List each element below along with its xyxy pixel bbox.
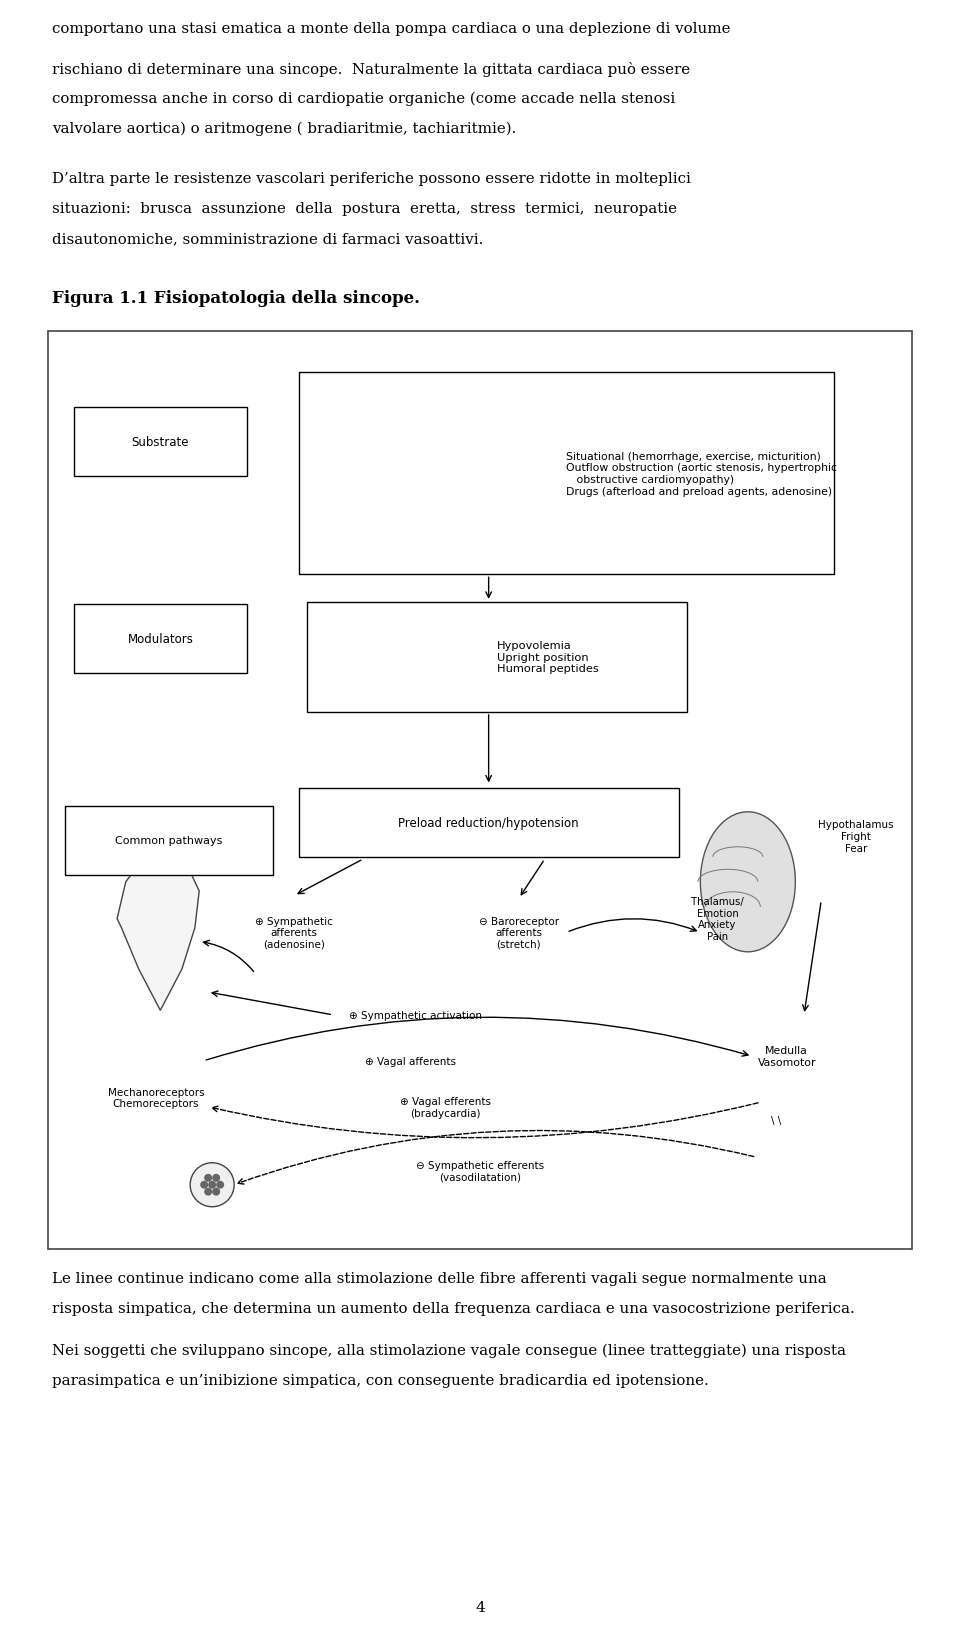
Text: Nei soggetti che sviluppano sincope, alla stimolazione vagale consegue (linee tr: Nei soggetti che sviluppano sincope, all… [52, 1343, 846, 1358]
FancyBboxPatch shape [74, 408, 247, 477]
Circle shape [190, 1164, 234, 1208]
Text: parasimpatica e un’inibizione simpatica, con conseguente bradicardia ed ipotensi: parasimpatica e un’inibizione simpatica,… [52, 1373, 708, 1387]
FancyBboxPatch shape [299, 374, 834, 574]
Text: ⊖ Sympathetic efferents
(vasodilatation): ⊖ Sympathetic efferents (vasodilatation) [416, 1160, 544, 1182]
Circle shape [204, 1173, 212, 1182]
Text: Thalamus/
Emotion
Anxiety
Pain: Thalamus/ Emotion Anxiety Pain [691, 896, 744, 942]
Circle shape [200, 1182, 208, 1190]
Text: risposta simpatica, che determina un aumento della frequenza cardiaca e una vaso: risposta simpatica, che determina un aum… [52, 1301, 854, 1315]
Text: compromessa anche in corso di cardiopatie organiche (come accade nella stenosi: compromessa anche in corso di cardiopati… [52, 91, 675, 106]
Text: comportano una stasi ematica a monte della pompa cardiaca o una deplezione di vo: comportano una stasi ematica a monte del… [52, 21, 731, 36]
Text: Hypovolemia
Upright position
Humoral peptides: Hypovolemia Upright position Humoral pep… [497, 641, 599, 674]
Text: Common pathways: Common pathways [115, 836, 223, 845]
Text: disautonomiche, somministrazione di farmaci vasoattivi.: disautonomiche, somministrazione di farm… [52, 232, 484, 246]
Text: Medulla
Vasomotor: Medulla Vasomotor [757, 1046, 816, 1067]
Text: rischiano di determinare una sincope.  Naturalmente la gittata cardiaca può esse: rischiano di determinare una sincope. Na… [52, 62, 690, 77]
FancyBboxPatch shape [74, 605, 247, 674]
Text: ⊕ Sympathetic activation: ⊕ Sympathetic activation [348, 1010, 482, 1020]
Ellipse shape [701, 813, 795, 951]
Circle shape [204, 1188, 212, 1196]
Bar [48, 331, 912, 1248]
Circle shape [212, 1188, 220, 1196]
Text: D’altra parte le resistenze vascolari periferiche possono essere ridotte in molt: D’altra parte le resistenze vascolari pe… [52, 171, 691, 186]
Text: Le linee continue indicano come alla stimolazione delle fibre afferenti vagali s: Le linee continue indicano come alla sti… [52, 1271, 827, 1286]
Circle shape [208, 1182, 216, 1190]
Text: Substrate: Substrate [132, 436, 189, 449]
Text: situazioni:  brusca  assunzione  della  postura  eretta,  stress  termici,  neur: situazioni: brusca assunzione della post… [52, 202, 677, 215]
Polygon shape [117, 855, 200, 1010]
Text: Situational (hemorrhage, exercise, micturition)
Outflow obstruction (aortic sten: Situational (hemorrhage, exercise, mictu… [566, 452, 837, 496]
Text: valvolare aortica) o aritmogene ( bradiaritmie, tachiaritmie).: valvolare aortica) o aritmogene ( bradia… [52, 122, 516, 137]
FancyBboxPatch shape [65, 806, 273, 875]
Circle shape [216, 1182, 224, 1190]
Text: Preload reduction/hypotension: Preload reduction/hypotension [398, 816, 579, 829]
Text: \ \: \ \ [771, 1116, 785, 1126]
Text: Hypothalamus
Fright
Fear: Hypothalamus Fright Fear [818, 819, 894, 854]
Circle shape [212, 1173, 220, 1182]
Text: Figura 1.1 Fisiopatologia della sincope.: Figura 1.1 Fisiopatologia della sincope. [52, 290, 420, 307]
Text: ⊕ Vagal afferents: ⊕ Vagal afferents [366, 1056, 456, 1066]
Text: ⊖ Baroreceptor
afferents
(stretch): ⊖ Baroreceptor afferents (stretch) [479, 916, 559, 950]
FancyBboxPatch shape [307, 602, 687, 713]
FancyBboxPatch shape [299, 788, 679, 857]
Text: Mechanoreceptors
Chemoreceptors: Mechanoreceptors Chemoreceptors [108, 1087, 204, 1108]
Text: Modulators: Modulators [128, 633, 193, 646]
Text: 4: 4 [475, 1599, 485, 1614]
Text: ⊕ Vagal efferents
(bradycardia): ⊕ Vagal efferents (bradycardia) [400, 1097, 491, 1118]
Text: ⊕ Sympathetic
afferents
(adenosine): ⊕ Sympathetic afferents (adenosine) [255, 916, 333, 950]
